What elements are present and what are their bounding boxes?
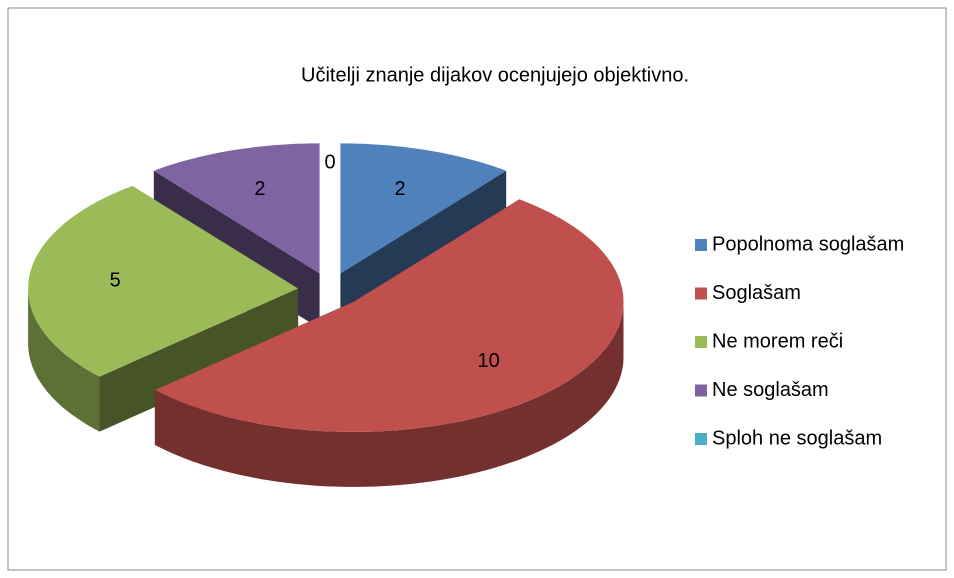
slice-top [153, 143, 320, 274]
legend-label: Soglašam [712, 282, 801, 304]
slice-side [154, 301, 624, 487]
legend-label: Ne soglašam [712, 379, 829, 401]
legend-swatch [695, 287, 707, 300]
legend-swatch [695, 384, 707, 397]
legend-swatch [695, 433, 707, 445]
legend-label: Popolnoma soglašam [712, 233, 904, 255]
data-label: 10 [477, 350, 499, 372]
legend-swatch [695, 336, 707, 348]
data-label: 0 [324, 151, 335, 173]
slice-top [154, 199, 624, 432]
pie-slice [154, 199, 624, 487]
legend-swatch [695, 239, 707, 251]
slice-top [28, 186, 299, 377]
data-label: 5 [110, 270, 121, 292]
slice-side [28, 288, 100, 432]
slice-wall [99, 288, 299, 432]
slice-top [340, 143, 507, 274]
chart-title: Učitelji znanje dijakov ocenjujejo objek… [301, 64, 689, 86]
pie-slice [28, 186, 299, 432]
data-label: 2 [394, 178, 405, 200]
legend-label: Sploh ne soglašam [712, 427, 882, 449]
data-label: 2 [254, 178, 265, 200]
legend-label: Ne morem reči [712, 330, 843, 352]
